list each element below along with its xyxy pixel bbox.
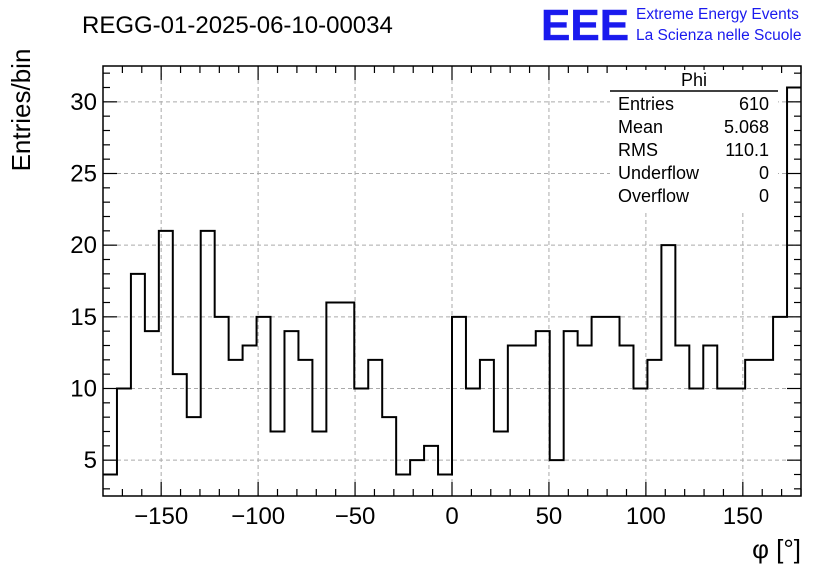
stats-label: Overflow — [618, 186, 690, 206]
y-axis-label: Entries/bin — [6, 49, 36, 172]
tick-labels: −150 −100 −50 0 50 100 150 5 10 15 20 25 30 — [70, 89, 763, 530]
x-tick-label: −100 — [231, 503, 285, 530]
x-tick-label: 0 — [445, 503, 458, 530]
histogram-bin — [661, 245, 675, 496]
stats-label: RMS — [618, 140, 658, 160]
histogram-bin — [452, 317, 466, 496]
histogram-bin — [494, 432, 508, 497]
logo-line-1: Extreme Energy Events — [636, 6, 799, 23]
histogram-bin — [201, 231, 215, 496]
histogram-bin — [592, 317, 606, 496]
stats-rows: Entries 610 Mean 5.068 RMS 110.1 Underflow 0 Ove… — [618, 94, 769, 206]
histogram-bin — [284, 331, 298, 496]
histogram-bin — [368, 360, 382, 496]
x-tick-label: 50 — [536, 503, 563, 530]
histogram-bin — [675, 346, 689, 497]
stats-value: 110.1 — [725, 140, 769, 160]
x-tick-label: 150 — [723, 503, 763, 530]
histogram-bin — [522, 346, 536, 497]
stats-value: 0 — [759, 186, 769, 206]
histogram-bin — [745, 360, 759, 496]
histogram-bin — [410, 460, 424, 496]
x-axis-label: φ [°] — [752, 534, 801, 564]
histogram-bin — [480, 360, 494, 496]
histogram-bin — [731, 389, 745, 497]
run-title: REGG-01-2025-06-10-00034 — [82, 12, 393, 39]
histogram-bin — [271, 432, 285, 497]
stats-value: 5.068 — [724, 117, 769, 137]
histogram-bin — [312, 432, 326, 497]
histogram-outline — [103, 86, 801, 476]
histogram-bin — [703, 346, 717, 497]
histogram-bin — [396, 475, 410, 497]
stats-title: Phi — [681, 70, 707, 90]
histogram-bin — [438, 475, 452, 497]
histogram-bin — [620, 346, 634, 497]
histogram-bin — [229, 360, 243, 496]
histogram-bin — [187, 417, 201, 496]
stats-label: Entries — [618, 94, 674, 114]
y-tick-label: 10 — [70, 376, 97, 403]
stats-label: Underflow — [618, 163, 700, 183]
histogram-bin — [257, 317, 271, 496]
histogram-bin — [578, 346, 592, 497]
histogram-bin — [326, 303, 340, 497]
y-tick-label: 25 — [70, 161, 97, 188]
histogram-bin — [647, 360, 661, 496]
histogram-bin — [689, 389, 703, 497]
histogram-bin — [173, 374, 187, 496]
stats-value: 610 — [739, 94, 769, 114]
histogram-bin — [466, 389, 480, 497]
eee-logo: EEE — [541, 1, 629, 50]
stats-box: Phi Entries 610 Mean 5.068 RMS 110.1 Underflow… — [610, 70, 778, 210]
stats-label: Mean — [618, 117, 663, 137]
x-tick-label: −150 — [134, 503, 188, 530]
logo-line-2: La Scienza nelle Scuole — [636, 27, 801, 44]
histogram-bin — [773, 317, 787, 496]
histogram-bin — [382, 417, 396, 496]
histogram-bin — [550, 460, 564, 496]
histogram-bin — [717, 389, 731, 497]
histogram-bin — [215, 317, 229, 496]
y-tick-label: 30 — [70, 89, 97, 116]
y-tick-label: 15 — [70, 304, 97, 331]
histogram-series — [103, 86, 801, 497]
histogram-bin — [564, 331, 578, 496]
histogram-bin — [131, 274, 145, 496]
histogram-bin — [243, 346, 257, 497]
stats-value: 0 — [759, 163, 769, 183]
histogram-bin — [298, 360, 312, 496]
histogram-bin — [103, 475, 117, 497]
x-tick-label: −50 — [335, 503, 376, 530]
histogram-bin — [424, 446, 438, 496]
y-tick-label: 5 — [84, 447, 97, 474]
histogram-bin — [145, 331, 159, 496]
histogram-bin — [354, 389, 368, 497]
x-tick-label: 100 — [626, 503, 666, 530]
histogram-bin — [606, 317, 620, 496]
histogram-bin — [159, 231, 173, 496]
stats-box-background — [610, 70, 778, 210]
y-tick-label: 20 — [70, 232, 97, 259]
histogram-bin — [536, 331, 550, 496]
histogram-bin — [340, 303, 354, 497]
histogram-bin — [508, 346, 522, 497]
histogram-bin — [759, 360, 773, 496]
histogram-bin — [117, 389, 131, 497]
histogram-bin — [787, 88, 801, 497]
histogram-bin — [633, 389, 647, 497]
